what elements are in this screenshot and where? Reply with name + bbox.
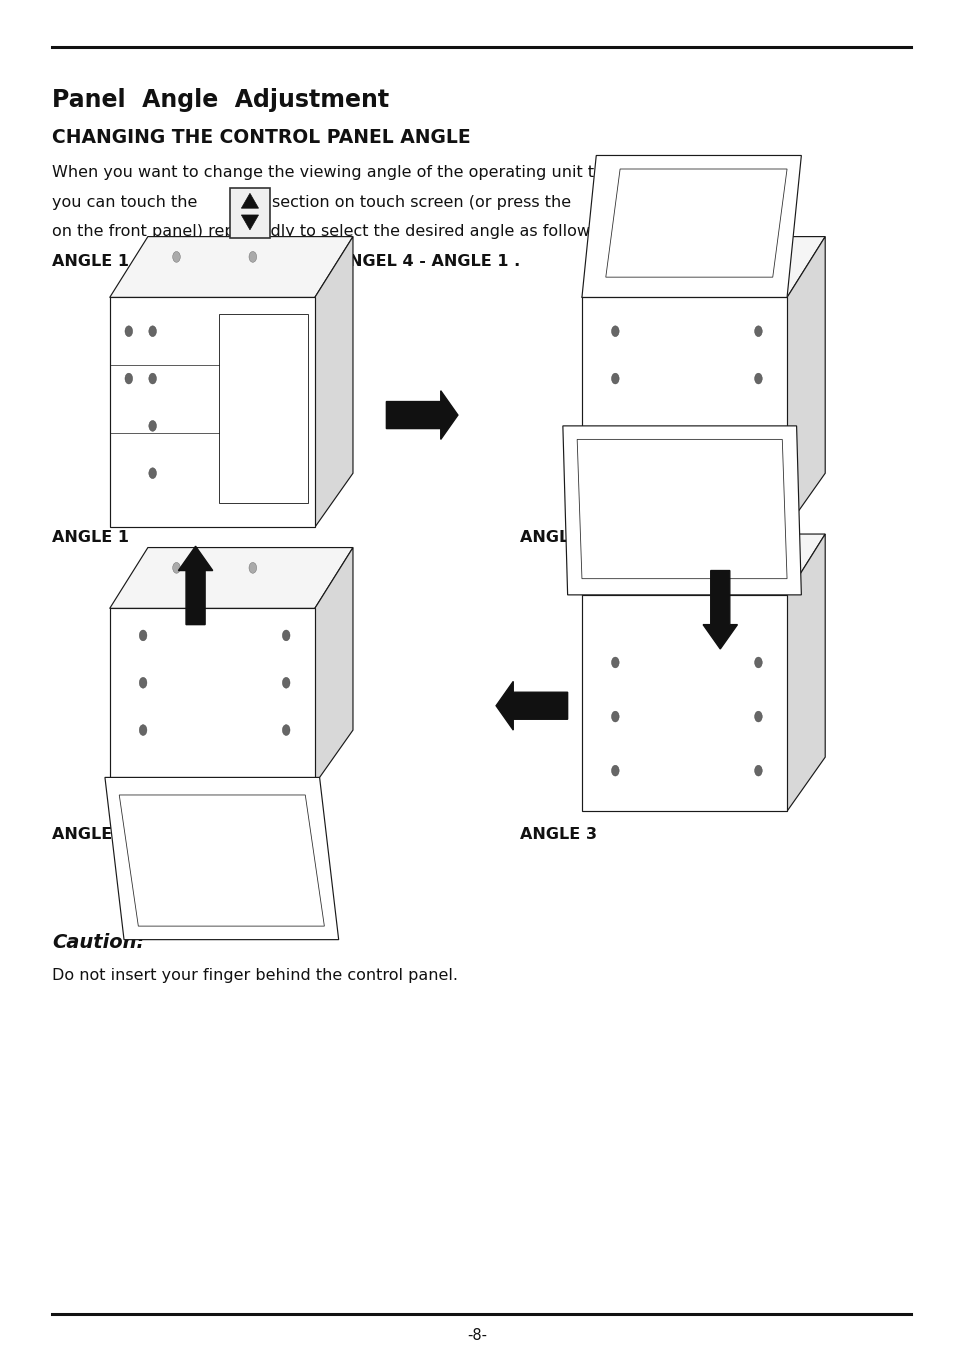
Text: section on touch screen (or press the: section on touch screen (or press the	[272, 195, 571, 210]
Circle shape	[125, 373, 132, 384]
Circle shape	[754, 326, 761, 337]
FancyArrow shape	[702, 571, 737, 649]
Polygon shape	[219, 314, 308, 503]
Circle shape	[282, 677, 290, 688]
Circle shape	[611, 765, 618, 776]
Polygon shape	[314, 237, 353, 527]
Circle shape	[644, 549, 652, 560]
Circle shape	[611, 373, 618, 384]
Text: ANGLE 1 - ANGLE 2 - ANGLE 3 - ANGEL 4 - ANGLE 1 .: ANGLE 1 - ANGLE 2 - ANGLE 3 - ANGEL 4 - …	[52, 254, 520, 269]
Polygon shape	[786, 534, 824, 811]
Circle shape	[149, 420, 156, 431]
Text: ANGLE 1: ANGLE 1	[52, 530, 130, 545]
Polygon shape	[110, 237, 353, 297]
Polygon shape	[581, 297, 786, 527]
Text: on the front panel) repeatedly to select the desired angle as follows:: on the front panel) repeatedly to select…	[52, 224, 603, 239]
Polygon shape	[581, 155, 801, 297]
Polygon shape	[581, 534, 824, 595]
Circle shape	[754, 427, 761, 438]
Circle shape	[754, 481, 761, 492]
Circle shape	[611, 657, 618, 668]
Text: you can touch the: you can touch the	[52, 195, 197, 210]
Polygon shape	[581, 237, 824, 297]
Circle shape	[754, 765, 761, 776]
Circle shape	[282, 725, 290, 735]
Text: When you want to change the viewing angle of the operating unit to play,: When you want to change the viewing angl…	[52, 165, 648, 180]
Circle shape	[611, 711, 618, 722]
Text: Caution:: Caution:	[52, 933, 145, 952]
Text: ANGLE 2: ANGLE 2	[519, 530, 597, 545]
Polygon shape	[119, 795, 324, 926]
Text: ↕: ↕	[693, 195, 706, 210]
Polygon shape	[786, 237, 824, 527]
Circle shape	[611, 326, 618, 337]
Polygon shape	[581, 595, 786, 811]
Polygon shape	[605, 169, 786, 277]
Circle shape	[754, 711, 761, 722]
Circle shape	[754, 657, 761, 668]
Polygon shape	[577, 439, 786, 579]
Circle shape	[139, 630, 147, 641]
Polygon shape	[110, 608, 314, 784]
Circle shape	[149, 373, 156, 384]
Circle shape	[172, 251, 180, 262]
Polygon shape	[241, 215, 258, 230]
Circle shape	[249, 251, 256, 262]
Circle shape	[139, 725, 147, 735]
Circle shape	[125, 326, 132, 337]
Polygon shape	[110, 297, 314, 527]
Polygon shape	[241, 193, 258, 208]
Circle shape	[754, 373, 761, 384]
Circle shape	[282, 630, 290, 641]
Circle shape	[172, 562, 180, 573]
Circle shape	[149, 326, 156, 337]
Polygon shape	[314, 548, 353, 784]
FancyArrow shape	[178, 546, 213, 625]
Text: button: button	[713, 195, 766, 210]
Polygon shape	[110, 548, 353, 608]
Text: ANGLE 4: ANGLE 4	[52, 827, 130, 842]
Circle shape	[720, 249, 728, 260]
Text: -8-: -8-	[467, 1328, 486, 1343]
FancyArrow shape	[496, 681, 567, 730]
Circle shape	[720, 549, 728, 560]
Text: CHANGING THE CONTROL PANEL ANGLE: CHANGING THE CONTROL PANEL ANGLE	[52, 128, 471, 147]
FancyBboxPatch shape	[230, 188, 270, 238]
Polygon shape	[562, 426, 801, 595]
Circle shape	[644, 249, 652, 260]
Circle shape	[611, 481, 618, 492]
Circle shape	[139, 677, 147, 688]
Circle shape	[611, 427, 618, 438]
Text: Do not insert your finger behind the control panel.: Do not insert your finger behind the con…	[52, 968, 458, 983]
Polygon shape	[105, 777, 338, 940]
FancyArrow shape	[386, 391, 457, 439]
Circle shape	[149, 468, 156, 479]
Circle shape	[249, 562, 256, 573]
Text: Panel  Angle  Adjustment: Panel Angle Adjustment	[52, 88, 389, 112]
Text: ANGLE 3: ANGLE 3	[519, 827, 597, 842]
